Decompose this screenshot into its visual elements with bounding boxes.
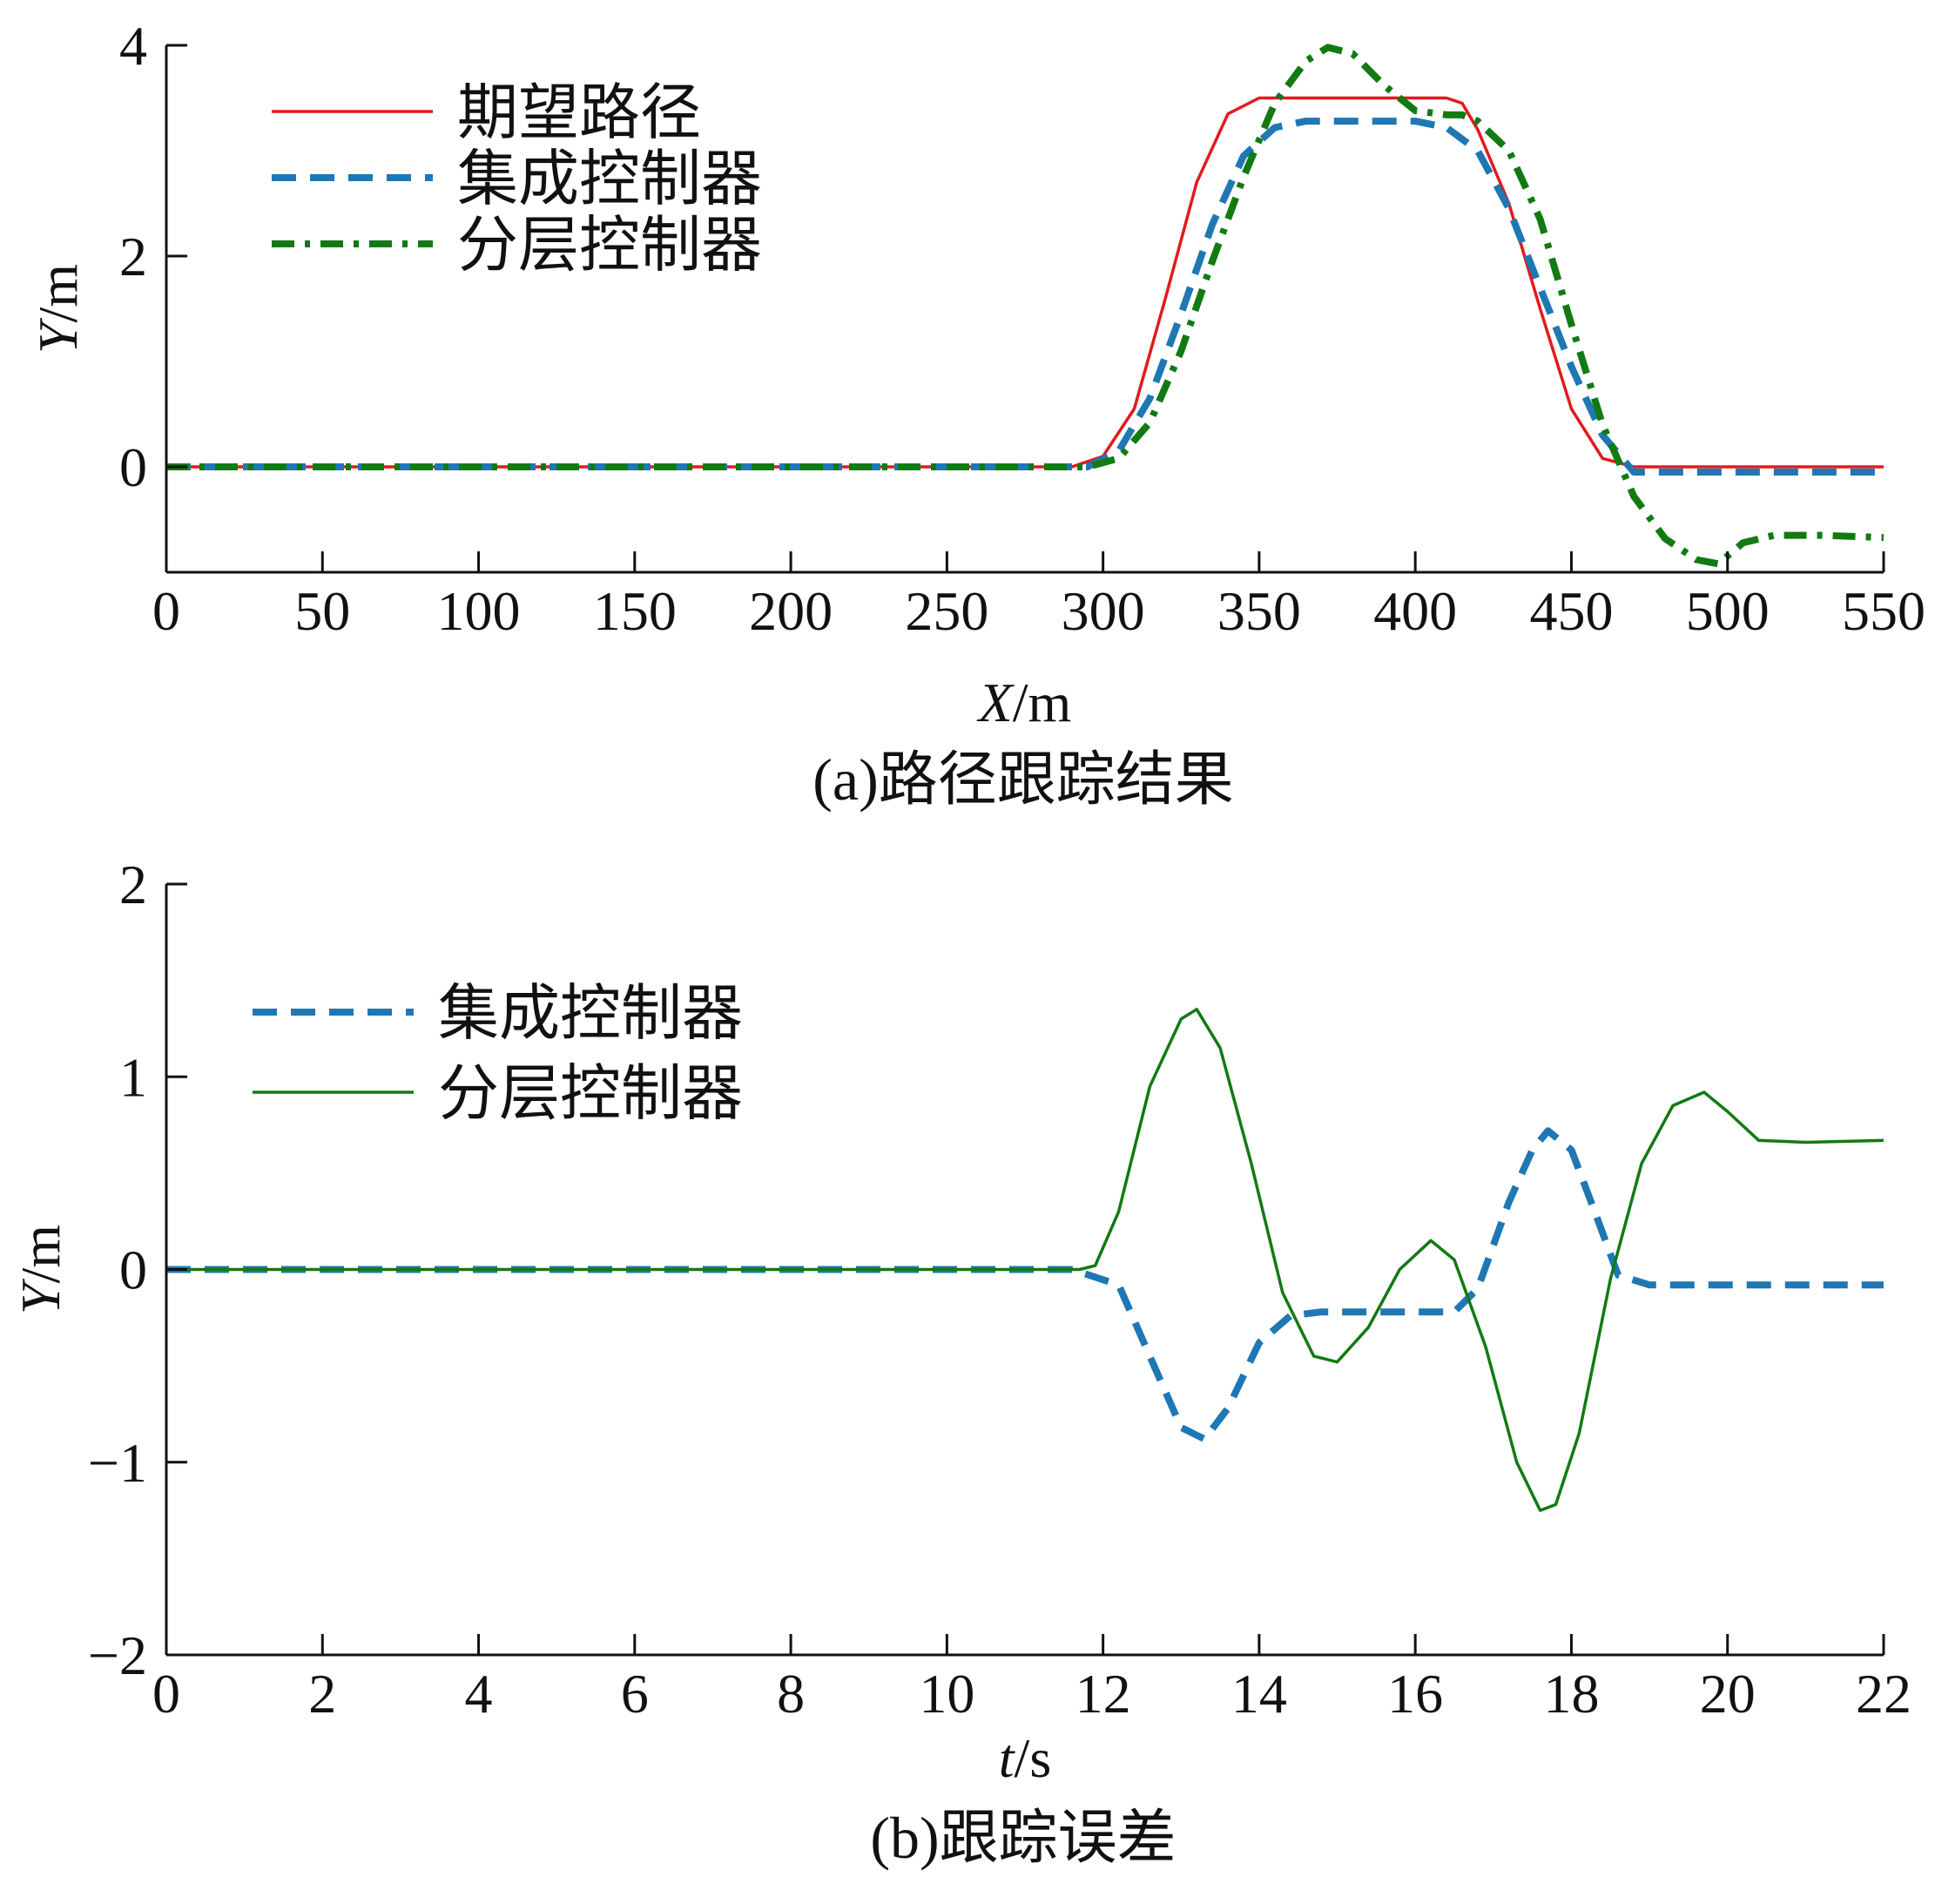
series-line-red bbox=[166, 96, 1884, 469]
x-tick-label: 12 bbox=[1075, 1663, 1131, 1725]
x-tick-label: 450 bbox=[1529, 580, 1613, 642]
x-tick-label: 550 bbox=[1842, 580, 1925, 642]
x-tick-label: 10 bbox=[919, 1663, 974, 1725]
x-tick-label: 250 bbox=[905, 580, 988, 642]
x-tick-label: 400 bbox=[1373, 580, 1457, 642]
x-tick-label: 100 bbox=[437, 580, 521, 642]
y-tick-label: 1 bbox=[119, 1046, 147, 1108]
x-tick-label: 150 bbox=[593, 580, 677, 642]
x-tick-label: 6 bbox=[621, 1663, 649, 1725]
y-tick-label: 0 bbox=[119, 436, 147, 498]
x-axis-label: t/s bbox=[999, 1727, 1051, 1789]
x-tick-label: 18 bbox=[1543, 1663, 1599, 1725]
x-tick-label: 16 bbox=[1387, 1663, 1443, 1725]
legend-label: 分层控制器 bbox=[438, 1061, 743, 1128]
series-line-green bbox=[166, 1008, 1884, 1512]
x-tick-label: 300 bbox=[1062, 580, 1145, 642]
panel-caption: (a)路径跟踪结果 bbox=[812, 746, 1233, 813]
y-tick-label: −2 bbox=[88, 1624, 147, 1686]
x-tick-label: 8 bbox=[777, 1663, 805, 1725]
x-tick-label: 0 bbox=[152, 1663, 180, 1725]
legend-label: 期望路径 bbox=[457, 80, 701, 147]
x-tick-label: 4 bbox=[465, 1663, 493, 1725]
y-axis-label: Y/m bbox=[27, 264, 89, 354]
x-axis-label: X/m bbox=[976, 672, 1072, 733]
chart-panel-a: 0 50 100 150 200 250 300 350 400 450 500 550 0 2 4 X/m Y… bbox=[27, 15, 1925, 813]
series-line-green bbox=[166, 44, 1884, 568]
x-tick-label: 14 bbox=[1231, 1663, 1287, 1725]
series-line-blue bbox=[166, 118, 1884, 476]
x-tick-label: 350 bbox=[1217, 580, 1301, 642]
panel-caption: (b)跟踪误差 bbox=[870, 1805, 1176, 1871]
y-axis-label: Y/m bbox=[10, 1225, 71, 1314]
legend-label: 集成控制器 bbox=[457, 146, 762, 213]
x-tick-label: 50 bbox=[294, 580, 350, 642]
y-tick-label: 2 bbox=[119, 854, 147, 915]
y-tick-label: 2 bbox=[119, 226, 147, 287]
legend-label: 集成控制器 bbox=[438, 981, 743, 1048]
chart-panel-b: 0 2 4 6 8 10 12 14 16 18 20 22−2−1012t/sY/m(b)跟踪误差集… bbox=[10, 854, 1911, 1871]
x-tick-label: 20 bbox=[1700, 1663, 1756, 1725]
series-line-blue bbox=[166, 1127, 1884, 1443]
y-tick-label: 0 bbox=[119, 1239, 147, 1301]
x-tick-label: 0 bbox=[152, 580, 180, 642]
x-tick-label: 2 bbox=[308, 1663, 336, 1725]
legend-label: 分层控制器 bbox=[457, 213, 762, 280]
x-tick-label: 22 bbox=[1856, 1663, 1911, 1725]
x-tick-label: 200 bbox=[749, 580, 833, 642]
y-tick-label: −1 bbox=[88, 1432, 147, 1494]
x-tick-label: 500 bbox=[1686, 580, 1770, 642]
y-tick-label: 4 bbox=[119, 15, 147, 77]
